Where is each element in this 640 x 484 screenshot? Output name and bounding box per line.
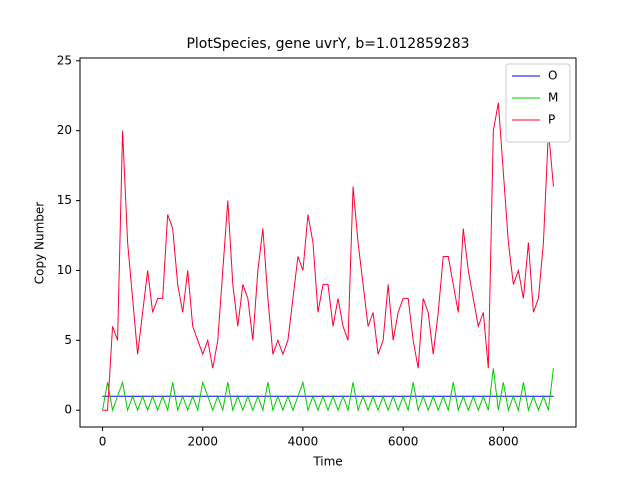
- x-tick-label: 2000: [187, 435, 218, 449]
- legend-box: [505, 63, 571, 143]
- y-tick-label: 5: [64, 333, 72, 347]
- y-tick-label: 15: [57, 193, 72, 207]
- chart-title: PlotSpecies, gene uvrY, b=1.012859283: [186, 36, 469, 52]
- y-axis-label: Copy Number: [33, 202, 47, 285]
- x-tick-label: 4000: [288, 435, 319, 449]
- plot-frame: [79, 57, 577, 428]
- y-tick-label: 0: [64, 403, 72, 417]
- legend-label: M: [548, 91, 558, 105]
- x-axis-label: Time: [312, 455, 342, 469]
- series-line: [102, 102, 554, 411]
- series-line: [102, 368, 554, 413]
- y-tick-label: 10: [57, 263, 72, 277]
- x-tick-label: 8000: [488, 435, 519, 449]
- y-tick-label: 25: [57, 53, 72, 67]
- legend-label: P: [548, 113, 555, 127]
- y-tick-label: 20: [57, 123, 72, 137]
- legend-label: O: [548, 69, 557, 83]
- x-tick-label: 0: [99, 435, 107, 449]
- x-tick-label: 6000: [388, 435, 419, 449]
